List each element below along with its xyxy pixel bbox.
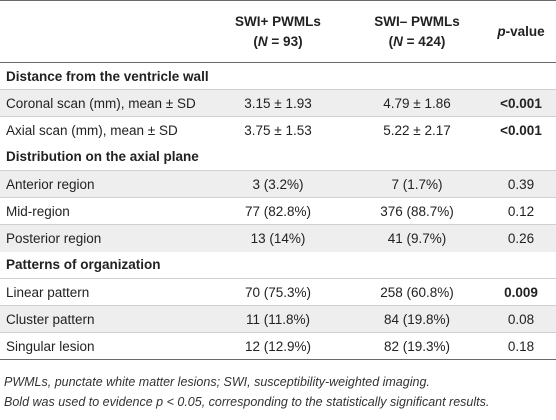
row-label: Singular lesion bbox=[0, 332, 208, 360]
table-row: Linear pattern 70 (75.3%) 258 (60.8%) 0.009 bbox=[0, 278, 556, 306]
header-p-value: p-value bbox=[486, 0, 556, 63]
results-table: SWI+ PWMLs (N = 93) SWI– PWMLs (N = 424)… bbox=[0, 0, 556, 360]
swi-negative-value: 84 (19.8%) bbox=[348, 305, 486, 333]
footnote: PWMLs, punctate white matter lesions; SW… bbox=[4, 372, 556, 412]
swi-positive-value: 70 (75.3%) bbox=[208, 278, 348, 306]
n-var: N bbox=[393, 33, 403, 49]
n-value: = 93) bbox=[267, 33, 303, 49]
table-body: Distance from the ventricle wall Coronal … bbox=[0, 63, 556, 360]
p-value: 0.18 bbox=[486, 332, 556, 360]
header-swi-positive-n: (N = 93) bbox=[208, 32, 348, 52]
n-value: = 424) bbox=[402, 33, 446, 49]
row-label: Linear pattern bbox=[0, 278, 208, 306]
table-row: Cluster pattern 11 (11.8%) 84 (19.8%) 0.08 bbox=[0, 305, 556, 333]
header-swi-positive: SWI+ PWMLs (N = 93) bbox=[208, 0, 348, 63]
swi-negative-value: 41 (9.7%) bbox=[348, 224, 486, 252]
table-row: Singular lesion 12 (12.9%) 82 (19.3%) 0.18 bbox=[0, 332, 556, 360]
footnote-line-2: Bold was used to evidence p < 0.05, corr… bbox=[4, 395, 490, 409]
n-open: ( bbox=[388, 33, 394, 49]
header-swi-positive-title: SWI+ PWMLs bbox=[235, 13, 321, 29]
p-italic: p bbox=[497, 23, 506, 39]
p-value: 0.08 bbox=[486, 305, 556, 333]
swi-positive-value: 3 (3.2%) bbox=[208, 170, 348, 198]
section-title: Distance from the ventricle wall bbox=[6, 68, 209, 84]
row-label: Anterior region bbox=[0, 170, 208, 198]
row-label: Cluster pattern bbox=[0, 305, 208, 333]
p-value: 0.39 bbox=[486, 170, 556, 198]
row-label: Posterior region bbox=[0, 224, 208, 252]
n-open: ( bbox=[253, 33, 258, 49]
swi-positive-value: 3.15 ± 1.93 bbox=[208, 89, 348, 117]
swi-negative-value: 5.22 ± 2.17 bbox=[348, 116, 486, 144]
section-title: Patterns of organization bbox=[6, 257, 161, 273]
section-header-row: Distribution on the axial plane bbox=[0, 144, 556, 171]
table-row: Axial scan (mm), mean ± SD 3.75 ± 1.53 5.2… bbox=[0, 116, 556, 144]
p-value: 0.009 bbox=[486, 278, 556, 306]
table-row: Anterior region 3 (3.2%) 7 (1.7%) 0.39 bbox=[0, 170, 556, 198]
p-value: 0.26 bbox=[486, 224, 556, 252]
header-swi-negative-n: (N = 424) bbox=[348, 32, 486, 52]
header-swi-negative: SWI– PWMLs (N = 424) bbox=[348, 0, 486, 63]
row-label: Mid-region bbox=[0, 197, 208, 225]
swi-positive-value: 11 (11.8%) bbox=[208, 305, 348, 333]
swi-positive-value: 12 (12.9%) bbox=[208, 332, 348, 360]
header-empty bbox=[0, 0, 208, 63]
section-header-row: Patterns of organization bbox=[0, 252, 556, 279]
swi-negative-value: 7 (1.7%) bbox=[348, 170, 486, 198]
swi-positive-value: 3.75 ± 1.53 bbox=[208, 116, 348, 144]
p-rest: -value bbox=[505, 23, 545, 39]
section-title: Distribution on the axial plane bbox=[6, 149, 199, 165]
header-row: SWI+ PWMLs (N = 93) SWI– PWMLs (N = 424)… bbox=[0, 0, 556, 63]
table-row: Mid-region 77 (82.8%) 376 (88.7%) 0.12 bbox=[0, 197, 556, 225]
swi-positive-value: 77 (82.8%) bbox=[208, 197, 348, 225]
table-row: Coronal scan (mm), mean ± SD 3.15 ± 1.93 4… bbox=[0, 89, 556, 117]
swi-negative-value: 4.79 ± 1.86 bbox=[348, 89, 486, 117]
swi-negative-value: 82 (19.3%) bbox=[348, 332, 486, 360]
table-row: Posterior region 13 (14%) 41 (9.7%) 0.26 bbox=[0, 224, 556, 252]
swi-positive-value: 13 (14%) bbox=[208, 224, 348, 252]
n-var: N bbox=[257, 33, 268, 49]
swi-negative-value: 258 (60.8%) bbox=[348, 278, 486, 306]
p-value: <0.001 bbox=[486, 116, 556, 144]
p-value: 0.12 bbox=[486, 197, 556, 225]
section-header-row: Distance from the ventricle wall bbox=[0, 63, 556, 90]
swi-negative-value: 376 (88.7%) bbox=[348, 197, 486, 225]
footnote-line-1: PWMLs, punctate white matter lesions; SW… bbox=[4, 375, 430, 389]
row-label: Axial scan (mm), mean ± SD bbox=[0, 116, 208, 144]
header-swi-negative-title: SWI– PWMLs bbox=[374, 13, 460, 29]
p-value: <0.001 bbox=[486, 89, 556, 117]
row-label: Coronal scan (mm), mean ± SD bbox=[0, 89, 208, 117]
